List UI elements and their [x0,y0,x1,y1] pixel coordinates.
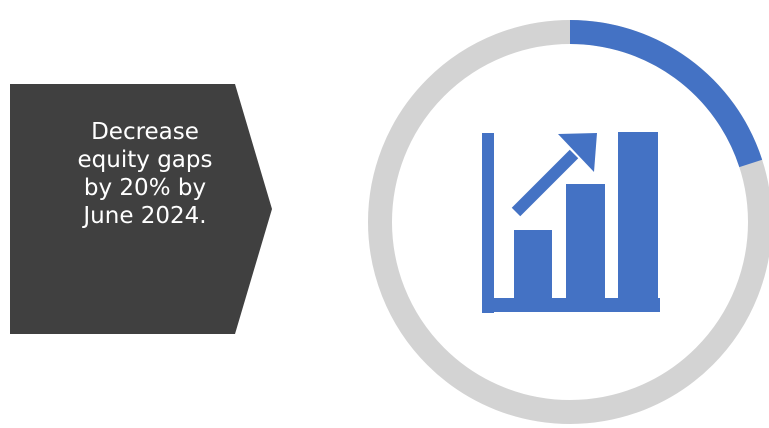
goal-banner: Decrease equity gaps by 20% by June 2024… [10,84,272,334]
progress-ring [360,12,769,428]
goal-text: Decrease equity gaps by 20% by June 2024… [77,119,213,229]
banner-shape [10,84,272,334]
ring-progress-arc [368,20,769,424]
growth-chart-icon [482,132,660,313]
